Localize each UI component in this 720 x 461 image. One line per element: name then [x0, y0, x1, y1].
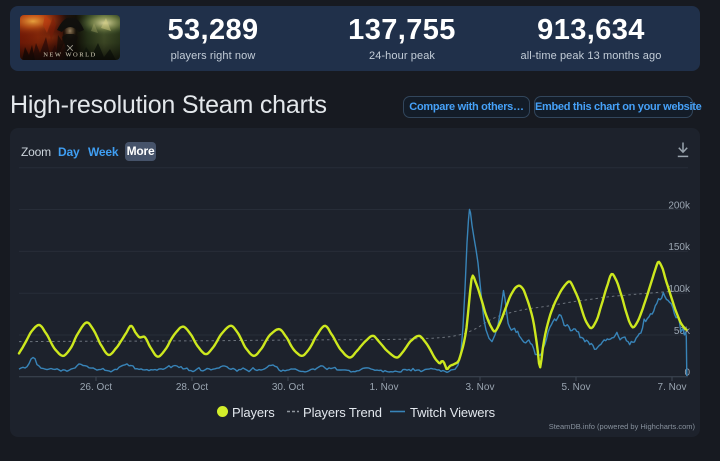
- svg-text:1. Nov: 1. Nov: [370, 382, 399, 393]
- svg-text:7. Nov: 7. Nov: [658, 382, 687, 393]
- svg-text:200k: 200k: [668, 200, 691, 211]
- svg-text:50k: 50k: [674, 326, 691, 337]
- svg-text:28. Oct: 28. Oct: [176, 382, 208, 393]
- svg-text:NEW WORLD: NEW WORLD: [43, 52, 97, 59]
- svg-text:30. Oct: 30. Oct: [272, 382, 304, 393]
- svg-text:100k: 100k: [668, 284, 691, 295]
- svg-text:26. Oct: 26. Oct: [80, 382, 112, 393]
- svg-text:5. Nov: 5. Nov: [562, 382, 591, 393]
- svg-text:3. Nov: 3. Nov: [466, 382, 495, 393]
- svg-text:150k: 150k: [668, 242, 691, 253]
